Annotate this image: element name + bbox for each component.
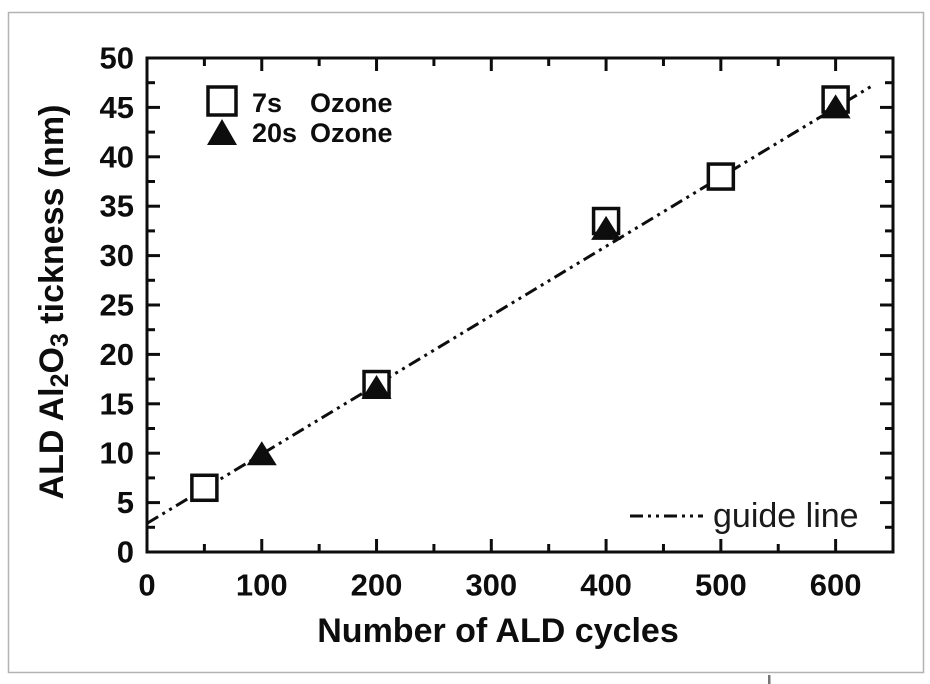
x-axis-title: Number of ALD cycles (317, 612, 679, 650)
x-tick-label: 400 (580, 568, 632, 603)
x-tick-label: 600 (810, 568, 862, 603)
legend-series2-time: 20s (252, 118, 297, 148)
guide-line-legend: guide line (630, 497, 859, 535)
y-tick-label: 35 (100, 189, 134, 224)
legend-series2-name: Ozone (310, 118, 393, 148)
y-tick-label: 20 (100, 337, 134, 372)
data-point-open-square (706, 162, 736, 191)
y-tick-label: 15 (100, 386, 134, 421)
y-tick-label: 0 (117, 535, 134, 570)
y-axis-title-subscript: 2 (46, 374, 74, 388)
y-axis-title-subscript: 3 (46, 333, 74, 347)
guide-line (146, 84, 874, 525)
data-point-filled-triangle (246, 441, 277, 466)
stray-mark (768, 675, 771, 684)
legend: 7s Ozone 20s Ozone (206, 85, 393, 148)
x-tick-label: 0 (138, 568, 155, 603)
x-tick-label: 100 (236, 568, 288, 603)
legend-open-square-icon (206, 85, 238, 117)
data-point-filled-triangle (820, 94, 851, 119)
y-tick-label: 30 (100, 238, 134, 273)
x-tick-label: 200 (351, 568, 403, 603)
y-tick-label: 25 (100, 288, 134, 323)
plot-area: 0 100 200 300 400 500 600 0 5 10 15 20 25 30 35 40 45 50 A… (33, 41, 895, 603)
legend-filled-triangle-icon (207, 119, 237, 145)
data-point-filled-triangle (361, 375, 392, 400)
y-tick-label: 5 (117, 485, 134, 520)
y-tick-label: 50 (100, 41, 134, 76)
y-axis-title-segment: O (33, 347, 71, 373)
x-tick-label: 300 (465, 568, 517, 603)
legend-series1-time: 7s (252, 88, 282, 118)
figure-border (7, 11, 925, 674)
y-axis-title: ALD Al2O3 tickness (nm) (33, 105, 74, 500)
y-axis-title-segment: ALD Al (33, 387, 71, 499)
y-axis-title-segment: tickness (nm) (33, 105, 71, 334)
x-tick-label: 500 (695, 568, 747, 603)
guide-line-label: guide line (713, 497, 859, 535)
y-tick-label: 40 (100, 139, 134, 174)
y-tick-label: 10 (100, 436, 134, 471)
legend-series1-name: Ozone (310, 88, 393, 118)
data-point-filled-triangle (591, 215, 622, 240)
y-tick-label: 45 (100, 90, 134, 125)
data-point-open-square (190, 473, 219, 503)
